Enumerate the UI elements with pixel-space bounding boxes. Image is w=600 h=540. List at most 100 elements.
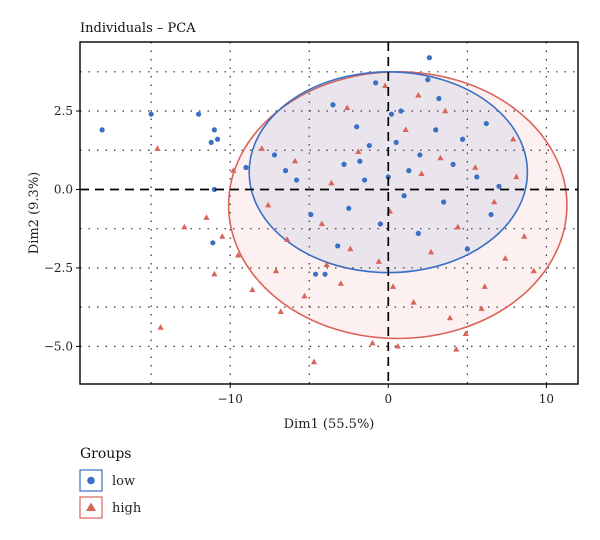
point-low [474,174,480,180]
point-low [417,152,423,158]
point-high [442,107,449,114]
y-axis-ticks: 2.5 0.0 −2.5 −5.0 [44,104,80,353]
x-tick-label: −10 [218,392,243,406]
point-high [277,308,284,315]
point-high [265,201,272,208]
point-low [459,136,466,142]
point-low [195,111,202,117]
point-high [521,233,528,239]
point-low [433,127,439,133]
point-low [496,183,502,189]
point-high [453,346,460,352]
point-low [308,211,314,218]
point-high [157,324,164,330]
point-low [214,136,221,142]
point-high [402,126,409,133]
point-high [427,248,435,255]
point-high [249,286,256,293]
point-high [344,104,351,111]
zero-lines [80,42,578,384]
point-low [373,80,379,86]
point-low [377,221,383,227]
point-high [318,220,325,227]
point-low [385,174,391,180]
point-high [219,233,226,239]
point-high [481,283,488,289]
point-high [410,299,417,305]
point-low [398,108,404,114]
point-high [347,245,354,252]
point-high [382,82,389,89]
point-high [462,330,469,336]
point-low [357,158,363,164]
point-high [181,223,188,230]
point-low [488,211,494,218]
point-low [335,243,341,249]
point-high [284,236,291,242]
point-low [450,161,456,167]
point-high [418,170,425,176]
point-high [530,267,537,274]
y-tick-label: 2.5 [54,104,73,118]
point-low [441,199,447,205]
point-low [426,55,432,61]
point-low [361,177,368,183]
point-high [369,339,376,346]
point-low [208,139,214,146]
x-axis-label: Dim1 (55.5%) [284,417,375,432]
point-high [272,267,280,274]
legend-title: Groups [80,446,131,462]
y-tick-label: −2.5 [44,261,73,275]
point-high [328,179,335,186]
point-low [312,271,319,277]
point-low [99,127,105,133]
plot-area [79,41,579,385]
point-high [203,214,210,220]
point-high [258,145,265,151]
point-low [210,240,216,246]
point-low [148,111,154,117]
point-high [502,255,509,261]
point-high [446,314,454,321]
point-high [389,283,397,289]
point-high [310,358,318,365]
confidence-ellipses [227,71,568,340]
point-low [293,177,300,183]
point-low [211,186,217,193]
point-high [375,258,382,264]
legend-item-low: low [79,469,135,492]
point-high [513,173,520,180]
point-low [346,205,352,211]
point-high [472,164,479,170]
point-low [282,168,289,174]
point-high [510,135,517,142]
point-high [234,251,242,258]
x-tick-label: 10 [539,392,554,406]
point-low [211,127,217,133]
point-high [394,342,401,349]
point-low [341,161,347,167]
point-low [271,152,278,158]
point-high [454,223,461,230]
point-high [355,148,362,155]
y-tick-label: 0.0 [54,182,73,196]
point-high [301,292,308,299]
x-axis-ticks: −10 0 10 [218,384,554,406]
point-high [323,261,330,267]
chart-title: Individuals – PCA [80,21,196,36]
legend: Groups low high [79,446,142,519]
point-low [388,111,395,117]
point-low [406,168,412,174]
point-low [464,246,470,252]
point-low [483,120,489,127]
point-high [337,280,344,286]
data-points [99,55,537,365]
legend-label-high: high [112,501,142,516]
y-tick-label: −5.0 [44,339,73,353]
legend-label-low: low [112,474,135,489]
legend-circle-icon [87,476,95,485]
point-high [291,157,299,164]
point-low [401,193,407,199]
point-high [478,305,485,311]
point-low [322,271,328,277]
